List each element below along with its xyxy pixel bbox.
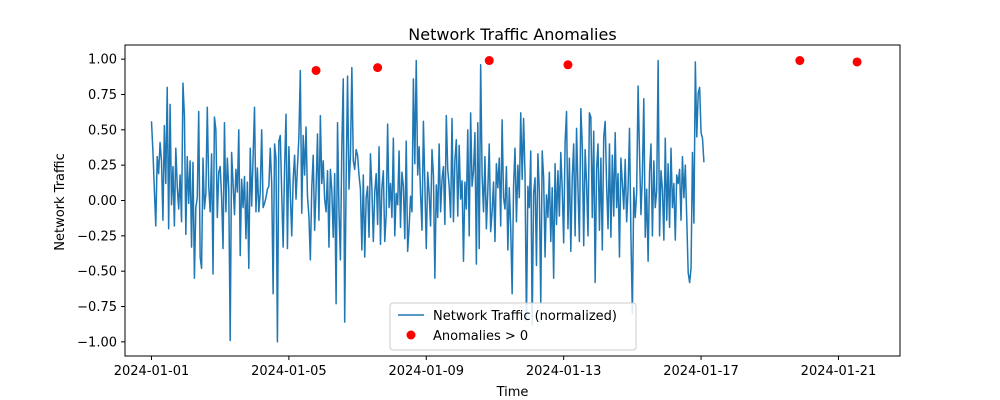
- x-tick-label: 2024-01-09: [388, 364, 464, 379]
- x-axis: 2024-01-01 2024-01-05 2024-01-09 2024-01-13…: [114, 356, 877, 379]
- y-tick-label: 0.50: [88, 123, 117, 138]
- anomaly-point: [563, 60, 573, 70]
- anomaly-point: [373, 63, 383, 73]
- x-tick-label: 2024-01-05: [251, 364, 327, 379]
- x-tick-label: 2024-01-17: [663, 364, 739, 379]
- x-axis-label: Time: [496, 385, 529, 400]
- y-tick-label: −0.25: [77, 229, 117, 244]
- x-tick-label: 2024-01-01: [114, 364, 190, 379]
- anomaly-point: [852, 57, 862, 67]
- y-axis-label: Network Traffic: [53, 153, 68, 250]
- anomaly-point: [795, 56, 805, 66]
- y-tick-label: −1.00: [77, 335, 117, 350]
- y-tick-label: 0.75: [88, 88, 117, 103]
- anomaly-point: [311, 65, 321, 75]
- y-tick-label: 1.00: [88, 53, 117, 68]
- anomaly-point: [484, 56, 494, 66]
- y-axis: −1.00 −0.75 −0.50 −0.25 0.00 0.25 0.50 0.75 1.00: [77, 53, 125, 350]
- y-tick-label: 0.00: [88, 194, 117, 209]
- y-tick-label: −0.75: [77, 300, 117, 315]
- y-tick-label: 0.25: [88, 159, 117, 174]
- x-tick-label: 2024-01-21: [801, 364, 877, 379]
- legend-swatch-anomaly: [406, 330, 416, 340]
- y-tick-label: −0.50: [77, 265, 117, 280]
- series-line-network-traffic: [150, 59, 705, 343]
- legend: Network Traffic (normalized) Anomalies > …: [389, 302, 637, 351]
- legend-label-anomalies: Anomalies > 0: [433, 329, 528, 344]
- x-tick-label: 2024-01-13: [526, 364, 602, 379]
- legend-label-network-traffic: Network Traffic (normalized): [433, 309, 617, 324]
- chart-title: Network Traffic Anomalies: [408, 25, 616, 44]
- legend-box: [389, 302, 637, 351]
